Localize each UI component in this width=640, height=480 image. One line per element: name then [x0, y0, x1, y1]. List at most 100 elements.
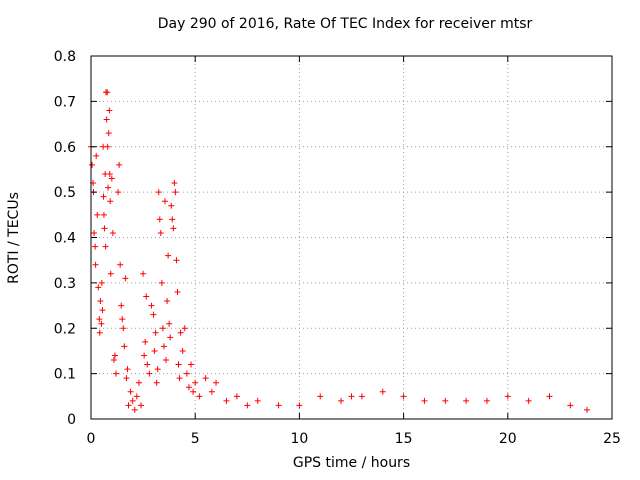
data-point — [379, 388, 386, 395]
x-axis-label: GPS time / hours — [292, 455, 411, 471]
data-point — [192, 379, 199, 386]
data-point — [92, 243, 99, 250]
data-point — [159, 325, 166, 332]
data-point — [176, 375, 183, 382]
data-point — [103, 116, 110, 123]
data-point — [96, 329, 103, 336]
y-tick-label: 0.1 — [54, 367, 76, 383]
y-axis-label: ROTI / TECUs — [6, 192, 22, 284]
data-point — [94, 211, 101, 218]
data-point — [93, 152, 100, 159]
data-point — [121, 343, 128, 350]
data-point — [163, 357, 170, 364]
y-tick-label: 0.3 — [54, 276, 76, 292]
data-point — [166, 320, 173, 327]
y-tick-label: 0.4 — [54, 231, 76, 247]
data-point — [148, 302, 155, 309]
data-point — [118, 302, 125, 309]
data-point — [106, 107, 113, 114]
data-point — [463, 397, 470, 404]
data-point — [400, 393, 407, 400]
y-tick-label: 0.5 — [54, 185, 76, 201]
data-point — [115, 189, 122, 196]
data-point — [254, 397, 261, 404]
data-point — [157, 229, 164, 236]
data-point — [142, 338, 149, 345]
data-point — [92, 261, 99, 268]
data-point — [171, 180, 178, 187]
data-point — [116, 161, 123, 168]
x-tick-label: 20 — [499, 431, 517, 447]
data-point — [168, 202, 175, 209]
data-point — [233, 393, 240, 400]
data-point — [153, 379, 160, 386]
data-point — [98, 320, 105, 327]
data-point — [95, 284, 102, 291]
data-point — [244, 402, 251, 409]
axis-ticks: 0 5 10 15 20 25 0 0.1 0.2 0.3 0.4 0.5 0.6 0.7 0.8 — [54, 49, 621, 447]
data-point — [133, 393, 140, 400]
data-point — [583, 406, 590, 413]
data-point — [190, 388, 197, 395]
x-tick-label: 15 — [395, 431, 413, 447]
data-point — [124, 366, 131, 373]
data-point — [348, 393, 355, 400]
data-point — [120, 325, 127, 332]
data-point — [107, 270, 114, 277]
data-point — [158, 279, 165, 286]
data-point — [173, 257, 180, 264]
data-point — [100, 211, 107, 218]
data-point — [99, 307, 106, 314]
data-point — [213, 379, 220, 386]
data-point — [183, 370, 190, 377]
data-point — [358, 393, 365, 400]
data-point — [113, 370, 120, 377]
data-point — [143, 293, 150, 300]
data-point — [164, 298, 171, 305]
data-point — [151, 347, 158, 354]
grid-lines — [91, 56, 612, 419]
y-tick-label: 0.8 — [54, 49, 76, 65]
data-point — [202, 375, 209, 382]
chart-title: Day 290 of 2016, Rate Of TEC Index for r… — [157, 16, 533, 32]
data-point — [146, 370, 153, 377]
data-point — [567, 402, 574, 409]
data-point — [154, 366, 161, 373]
data-point — [104, 143, 111, 150]
data-point — [196, 393, 203, 400]
data-points — [88, 89, 590, 413]
data-point — [525, 397, 532, 404]
data-point — [421, 397, 428, 404]
data-point — [169, 216, 176, 223]
x-tick-label: 10 — [290, 431, 308, 447]
data-point — [185, 384, 192, 391]
data-point — [127, 388, 134, 395]
x-tick-label: 5 — [191, 431, 200, 447]
data-point — [89, 161, 96, 168]
data-point — [101, 225, 108, 232]
data-point — [141, 352, 148, 359]
data-point — [483, 397, 490, 404]
data-point — [172, 189, 179, 196]
data-point — [156, 216, 163, 223]
data-point — [140, 270, 147, 277]
y-tick-label: 0.2 — [54, 321, 76, 337]
data-point — [275, 402, 282, 409]
data-point — [160, 343, 167, 350]
data-point — [546, 393, 553, 400]
data-point — [296, 402, 303, 409]
data-point — [110, 357, 117, 364]
data-point — [117, 261, 124, 268]
data-point — [208, 388, 215, 395]
data-point — [109, 229, 116, 236]
data-point — [138, 402, 145, 409]
data-point — [122, 275, 129, 282]
data-point — [105, 184, 112, 191]
data-point — [223, 397, 230, 404]
data-point — [188, 361, 195, 368]
x-tick-label: 0 — [87, 431, 96, 447]
data-point — [131, 406, 138, 413]
data-point — [152, 329, 159, 336]
data-point — [119, 316, 126, 323]
